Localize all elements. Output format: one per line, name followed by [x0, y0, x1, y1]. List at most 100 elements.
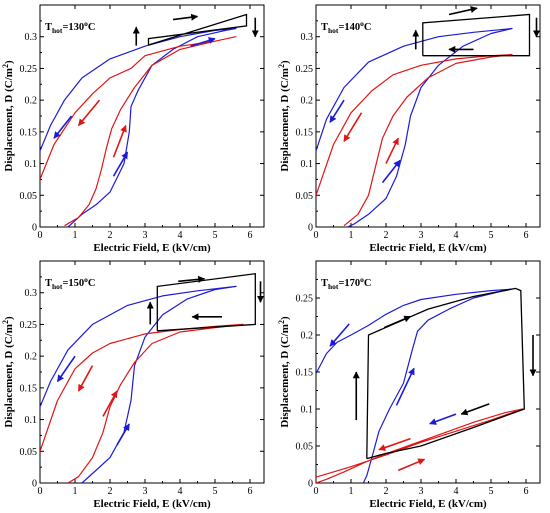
- y-tick-label: 0.25: [296, 64, 314, 75]
- series-line-blue: [40, 285, 237, 483]
- temperature-annotation: Thot=140oC: [321, 19, 372, 35]
- direction-arrow-blue: [329, 323, 350, 347]
- direction-arrow-black: [448, 6, 478, 16]
- y-tick-label: 0.1: [301, 405, 314, 416]
- chart-panel-4: 0 1 2 3 4 5 6 0 0.05 0.1 0.15 0.2 0.25 Electric Field…: [277, 260, 541, 510]
- temperature-annotation: Thot=130oC: [45, 19, 96, 35]
- y-tick-label: 0.1: [25, 415, 38, 426]
- x-tick-label: 0: [38, 486, 43, 497]
- direction-arrow-red: [77, 99, 101, 127]
- series-line-blue: [40, 27, 237, 227]
- x-tick-label: 6: [248, 230, 253, 241]
- plot-frame: [315, 260, 541, 484]
- x-tick-label: 1: [73, 230, 78, 241]
- direction-arrow-red: [343, 112, 363, 142]
- y-tick-label: 0.05: [296, 191, 314, 202]
- direction-arrow-red: [77, 365, 94, 392]
- temperature-annotation: Thot=150oC: [45, 275, 96, 291]
- y-tick-label: 0.1: [301, 159, 314, 170]
- chart-panel-3: 0 1 2 3 4 5 6 0 0.05 0.1 0.15 0.2 0.25 0.3 Electric Fi…: [1, 260, 265, 510]
- x-tick-label: 6: [524, 230, 529, 241]
- direction-arrow-red: [385, 137, 399, 164]
- x-tick-label: 4: [454, 230, 459, 241]
- y-tick-label: 0.15: [296, 368, 314, 379]
- series-line-red: [316, 408, 524, 483]
- x-tick-label: 1: [349, 486, 354, 497]
- x-tick-label: 5: [489, 486, 494, 497]
- x-axis-label: Electric Field, E (kV/cm): [369, 242, 487, 254]
- x-tick-label: 4: [178, 230, 183, 241]
- direction-arrow-red: [397, 458, 426, 472]
- y-tick-label: 0.15: [296, 127, 314, 138]
- y-tick-label: 0.25: [296, 294, 314, 305]
- x-tick-label: 3: [143, 230, 148, 241]
- y-axis-label: Displacement, D (C/m2): [277, 316, 292, 428]
- y-tick-label: 0: [32, 223, 37, 234]
- x-tick-label: 3: [419, 486, 424, 497]
- x-axis-label: Electric Field, E (kV/cm): [93, 498, 211, 510]
- cycle-path: [422, 13, 531, 57]
- y-tick-label: 0.2: [25, 352, 38, 363]
- x-tick-label: 2: [384, 486, 389, 497]
- x-tick-label: 5: [213, 486, 218, 497]
- x-tick-label: 1: [73, 486, 78, 497]
- cycle-path: [147, 13, 248, 46]
- y-tick-label: 0.2: [25, 96, 38, 107]
- x-tick-label: 2: [108, 486, 113, 497]
- direction-arrow-red: [378, 437, 411, 451]
- series-line-red: [316, 53, 513, 227]
- x-tick-label: 4: [178, 486, 183, 497]
- y-axis-label: Displacement, D (C/m2): [277, 60, 292, 172]
- x-tick-label: 3: [419, 230, 424, 241]
- x-tick-label: 0: [314, 486, 319, 497]
- y-tick-label: 0.05: [296, 442, 314, 453]
- direction-arrow-blue: [395, 367, 415, 406]
- plot-area: [316, 287, 525, 483]
- y-tick-label: 0.3: [25, 288, 38, 299]
- x-tick-label: 2: [384, 230, 389, 241]
- x-tick-label: 1: [349, 230, 354, 241]
- direction-arrow-blue: [112, 151, 129, 177]
- series-line-red: [40, 36, 237, 227]
- x-tick-label: 0: [314, 230, 319, 241]
- direction-arrow-black: [172, 13, 199, 21]
- temperature-annotation: Thot=170oC: [321, 275, 372, 291]
- x-axis-label: Electric Field, E (kV/cm): [93, 242, 211, 254]
- direction-arrow-red: [112, 124, 127, 158]
- direction-arrow-blue: [329, 99, 345, 123]
- direction-arrow-red: [102, 390, 118, 417]
- x-tick-label: 3: [143, 486, 148, 497]
- direction-arrow-black: [178, 275, 206, 283]
- direction-arrow-blue: [190, 37, 216, 47]
- y-tick-label: 0.3: [301, 32, 314, 43]
- x-tick-label: 5: [213, 230, 218, 241]
- x-tick-label: 6: [248, 486, 253, 497]
- plot-area: [316, 13, 531, 227]
- x-tick-label: 0: [38, 230, 43, 241]
- cycle-path: [366, 287, 525, 460]
- direction-arrow-black: [460, 403, 490, 416]
- direction-arrow-blue: [53, 115, 73, 139]
- y-tick-label: 0.25: [20, 320, 38, 331]
- y-tick-label: 0.15: [20, 127, 38, 138]
- series-line-blue: [316, 27, 513, 227]
- y-tick-label: 0.2: [301, 96, 314, 107]
- chart-panel-2: 0 1 2 3 4 5 6 0 0.05 0.1 0.15 0.2 0.25 0.3 Electric Fi…: [277, 4, 541, 254]
- direction-arrow-blue: [429, 413, 457, 425]
- y-tick-label: 0.2: [301, 331, 314, 342]
- y-axis-label: Displacement, D (C/m2): [1, 316, 16, 428]
- y-tick-label: 0.05: [20, 447, 38, 458]
- y-tick-label: 0.1: [25, 159, 38, 170]
- plot-area: [40, 272, 256, 483]
- x-tick-label: 2: [108, 230, 113, 241]
- y-axis-label: Displacement, D (C/m2): [1, 60, 16, 172]
- direction-arrow-blue: [116, 423, 130, 446]
- cycle-path: [156, 272, 256, 332]
- direction-arrow-blue: [56, 355, 76, 383]
- y-tick-label: 0.25: [20, 64, 38, 75]
- y-tick-label: 0.05: [20, 191, 38, 202]
- x-axis-label: Electric Field, E (kV/cm): [369, 498, 487, 510]
- x-tick-label: 6: [524, 486, 529, 497]
- y-tick-label: 0: [308, 223, 313, 234]
